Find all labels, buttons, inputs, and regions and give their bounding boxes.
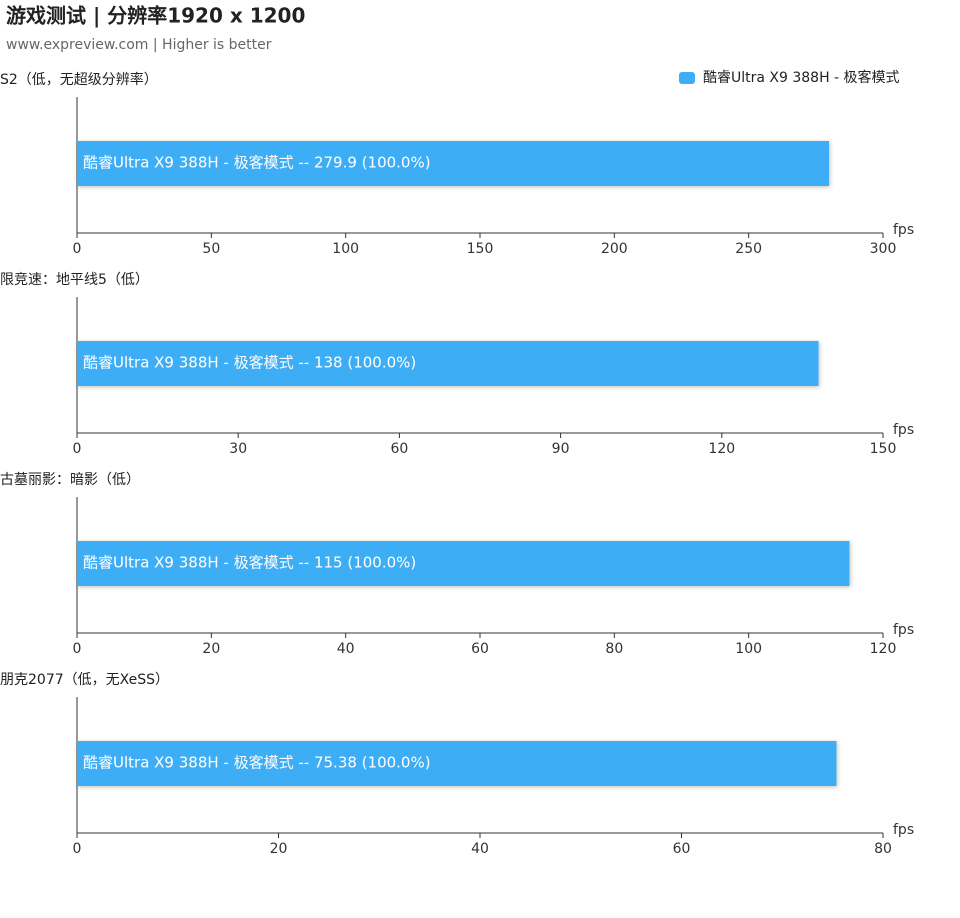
legend-label: 酷睿Ultra X9 388H - 极客模式 — [703, 69, 900, 86]
x-tick-label: 0 — [73, 441, 82, 457]
panel-title: S2（低，无超级分辨率） — [0, 71, 158, 88]
x-tick-label: 40 — [471, 841, 489, 857]
x-axis-label: fps — [893, 622, 914, 638]
bar — [77, 141, 829, 186]
x-tick-label: 60 — [390, 441, 408, 457]
x-tick-label: 20 — [202, 641, 220, 657]
bar-label: 酷睿Ultra X9 388H - 极客模式 -- 138 (100.0%) — [83, 354, 416, 372]
x-tick-label: 250 — [735, 241, 762, 257]
x-tick-label: 20 — [270, 841, 288, 857]
x-tick-label: 200 — [601, 241, 628, 257]
x-tick-label: 0 — [73, 241, 82, 257]
bar-label: 酷睿Ultra X9 388H - 极客模式 -- 279.9 (100.0%) — [83, 154, 431, 172]
x-tick-label: 100 — [735, 641, 762, 657]
bar — [77, 541, 850, 586]
bar-label: 酷睿Ultra X9 388H - 极客模式 -- 75.38 (100.0%) — [83, 754, 431, 772]
x-tick-label: 30 — [229, 441, 247, 457]
bar-label: 酷睿Ultra X9 388H - 极客模式 -- 115 (100.0%) — [83, 554, 416, 572]
x-axis-label: fps — [893, 222, 914, 238]
x-tick-label: 60 — [673, 841, 691, 857]
page-subtitle: www.expreview.com | Higher is better — [6, 37, 272, 53]
legend-swatch — [679, 72, 695, 84]
x-tick-label: 50 — [202, 241, 220, 257]
x-tick-label: 150 — [467, 241, 494, 257]
x-tick-label: 80 — [874, 841, 892, 857]
panel-title: 朋克2077（低，无XeSS） — [0, 672, 169, 688]
x-tick-label: 120 — [708, 441, 735, 457]
x-tick-label: 100 — [332, 241, 359, 257]
bar — [77, 741, 837, 786]
x-tick-label: 60 — [471, 641, 489, 657]
x-axis-label: fps — [893, 822, 914, 838]
x-tick-label: 150 — [870, 441, 897, 457]
x-tick-label: 120 — [870, 641, 897, 657]
page-title: 游戏测试 | 分辨率1920 x 1200 — [6, 4, 305, 28]
x-tick-label: 300 — [870, 241, 897, 257]
x-tick-label: 80 — [605, 641, 623, 657]
x-axis-label: fps — [893, 422, 914, 438]
x-tick-label: 0 — [73, 841, 82, 857]
x-tick-label: 90 — [552, 441, 570, 457]
bar — [77, 341, 819, 386]
x-tick-label: 40 — [337, 641, 355, 657]
panel-title: 古墓丽影：暗影（低） — [0, 472, 140, 488]
x-tick-label: 0 — [73, 641, 82, 657]
panel-title: 限竞速：地平线5（低） — [0, 271, 149, 288]
